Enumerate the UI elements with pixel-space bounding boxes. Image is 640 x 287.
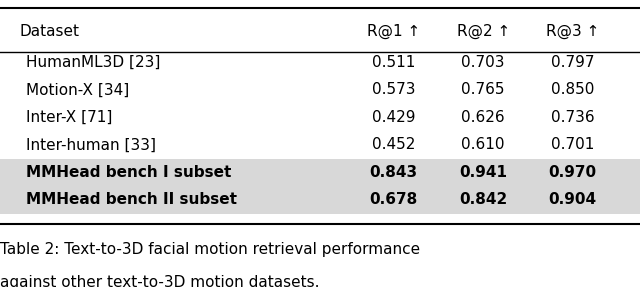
Text: 0.941: 0.941 (460, 165, 507, 180)
Text: Motion-X [34]: Motion-X [34] (26, 82, 129, 97)
Text: 0.842: 0.842 (459, 192, 508, 207)
Text: 0.573: 0.573 (372, 82, 415, 97)
Text: 0.701: 0.701 (551, 137, 595, 152)
Text: against other text-to-3D motion datasets.: against other text-to-3D motion datasets… (0, 275, 319, 287)
Text: MMHead bench I subset: MMHead bench I subset (26, 165, 231, 180)
Text: 0.736: 0.736 (551, 110, 595, 125)
Text: 0.452: 0.452 (372, 137, 415, 152)
Text: 0.610: 0.610 (461, 137, 505, 152)
Text: 0.850: 0.850 (551, 82, 595, 97)
Text: 0.703: 0.703 (461, 55, 505, 70)
Text: 0.797: 0.797 (551, 55, 595, 70)
Text: 0.765: 0.765 (461, 82, 505, 97)
Text: Inter-X [71]: Inter-X [71] (26, 110, 112, 125)
Text: 0.511: 0.511 (372, 55, 415, 70)
Text: R@1 ↑: R@1 ↑ (367, 24, 420, 39)
Bar (0, 159, 640, 186)
Text: Dataset: Dataset (19, 24, 79, 39)
Text: R@2 ↑: R@2 ↑ (456, 24, 510, 39)
Text: MMHead bench II subset: MMHead bench II subset (26, 192, 237, 207)
Text: 0.904: 0.904 (548, 192, 597, 207)
Bar (0, 186, 640, 214)
Text: Inter-human [33]: Inter-human [33] (26, 137, 156, 152)
Text: HumanML3D [23]: HumanML3D [23] (26, 55, 160, 70)
Text: Table 2: Text-to-3D facial motion retrieval performance: Table 2: Text-to-3D facial motion retrie… (0, 242, 420, 257)
Text: 0.843: 0.843 (369, 165, 418, 180)
Text: 0.429: 0.429 (372, 110, 415, 125)
Text: 0.678: 0.678 (369, 192, 418, 207)
Text: 0.626: 0.626 (461, 110, 505, 125)
Text: 0.970: 0.970 (548, 165, 597, 180)
Text: R@3 ↑: R@3 ↑ (546, 24, 600, 39)
